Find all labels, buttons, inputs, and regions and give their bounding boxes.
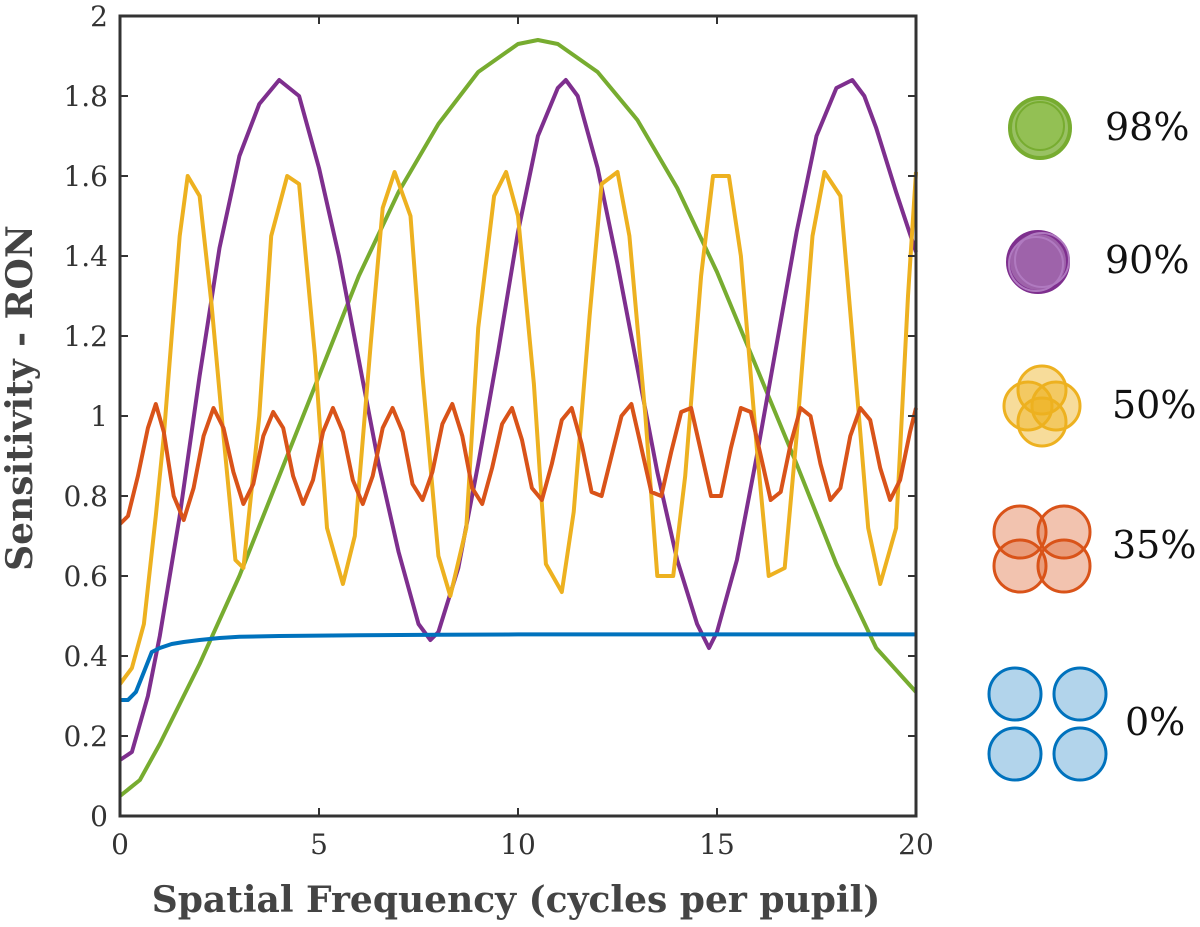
x-tick-label: 10 (500, 828, 536, 861)
y-tick-label: 0.4 (63, 640, 108, 673)
y-tick-label: 1.4 (63, 240, 108, 273)
legend-item-98: 98% (1008, 96, 1189, 160)
legend: 98% 90% 50% (987, 96, 1196, 782)
x-tick-label: 0 (111, 828, 129, 861)
legend-label-98: 98% (1105, 105, 1189, 149)
y-tick-label: 2 (90, 0, 108, 33)
series-layer (118, 38, 918, 798)
series-line-0 (120, 632, 916, 702)
x-tick-label: 15 (699, 828, 735, 861)
legend-label-35: 35% (1112, 523, 1196, 567)
legend-icon-98 (1008, 96, 1072, 160)
series-line-35 (118, 402, 918, 526)
y-tick-label: 0.8 (63, 480, 108, 513)
y-tick-label: 1.6 (63, 160, 108, 193)
legend-item-50: 50% (1002, 364, 1196, 448)
legend-icon-50 (1002, 364, 1082, 448)
y-tick-label: 1 (90, 400, 108, 433)
legend-label-0: 0% (1125, 700, 1185, 744)
series-line-98 (118, 38, 918, 798)
y-tick-label: 1.8 (63, 80, 108, 113)
legend-icon-90 (1006, 230, 1070, 294)
y-tick-label: 0 (90, 800, 108, 833)
ticks-layer: 0 5 10 15 20 0 0.2 0.4 0.6 0.8 1 1.2 1.4 1.6 1.8 2 (63, 0, 933, 861)
legend-icon-35 (992, 504, 1092, 594)
x-tick-label: 5 (310, 828, 328, 861)
legend-item-0: 0% (987, 666, 1185, 782)
series-line-90 (118, 78, 918, 762)
legend-icon-0 (987, 666, 1108, 782)
x-axis-title: Spatial Frequency (cycles per pupil) (152, 879, 881, 921)
legend-item-90: 90% (1006, 230, 1189, 294)
legend-label-90: 90% (1105, 238, 1189, 282)
plot-area-background (120, 16, 916, 816)
y-tick-label: 1.2 (63, 320, 108, 353)
y-axis-title: Sensitivity - RON (0, 225, 41, 571)
y-tick-label: 0.2 (63, 720, 108, 753)
x-tick-label: 20 (898, 828, 934, 861)
legend-item-35: 35% (992, 504, 1196, 594)
legend-label-50: 50% (1112, 383, 1196, 427)
y-tick-label: 0.6 (63, 560, 108, 593)
series-line-50 (118, 170, 918, 686)
